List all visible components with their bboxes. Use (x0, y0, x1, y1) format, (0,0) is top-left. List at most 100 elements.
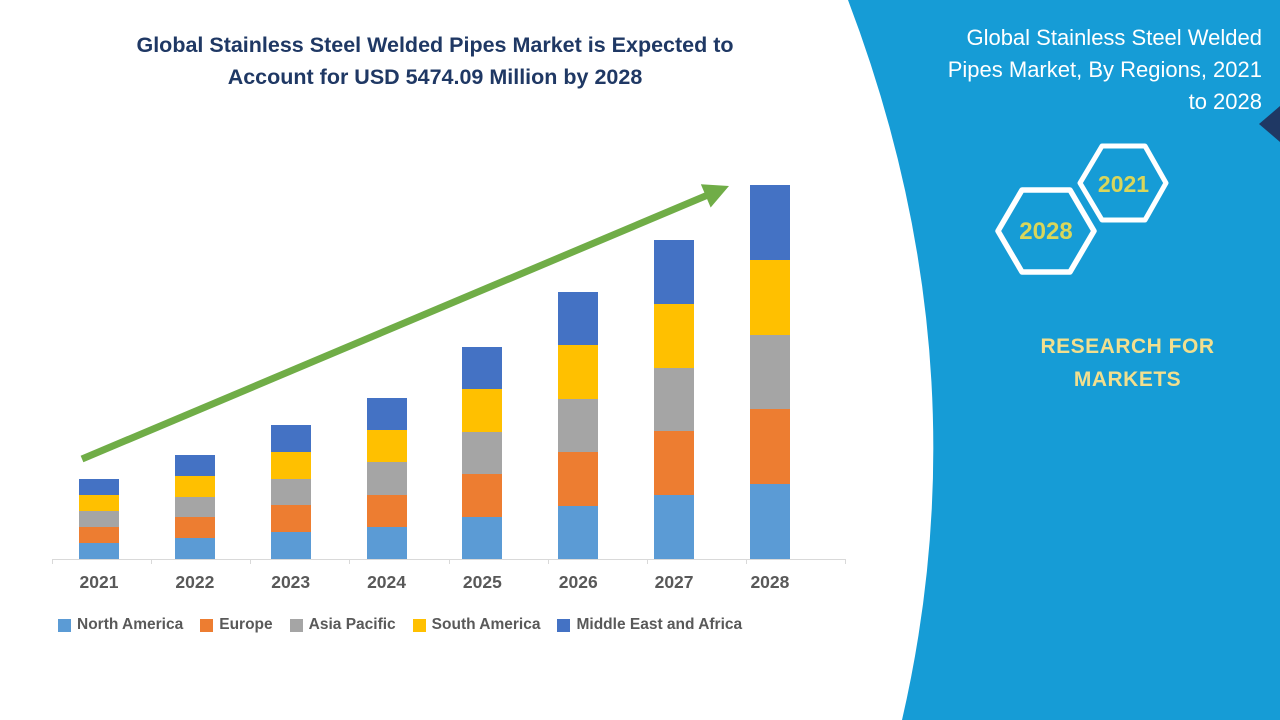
x-axis-label-2021: 2021 (79, 572, 119, 592)
x-axis-tick (547, 559, 549, 564)
bar-2027-segment-asia-pacific (654, 367, 695, 432)
bar-2027-segment-middle-east-and-africa (654, 240, 695, 304)
legend-swatch-south-america (412, 618, 426, 632)
bar-2023-segment-europe (270, 505, 311, 533)
bar-2026-segment-asia-pacific (558, 398, 599, 453)
bar-2027-segment-south-america (654, 303, 695, 368)
legend-item-middle-east-and-africa: Middle East and Africa (557, 616, 742, 634)
bar-2024-segment-europe (366, 494, 407, 527)
bar-2024-segment-asia-pacific (366, 462, 407, 495)
bar-2021-segment-asia-pacific (79, 511, 119, 527)
bar-2024 (366, 398, 407, 559)
brand-text-line1: RESEARCH FOR (1040, 335, 1215, 358)
chart-title-line2: Account for USD 5474.09 Million by 2028 (227, 64, 643, 89)
sidebar-title-line3: to 2028 (1188, 88, 1262, 114)
x-axis-label-2023: 2023 (271, 572, 311, 592)
x-axis-label-2025: 2025 (462, 572, 502, 592)
bar-2021-segment-middle-east-and-africa (79, 479, 119, 495)
bar-2026 (558, 292, 599, 559)
bar-2027-segment-north-america (654, 495, 695, 559)
x-axis-label-2026: 2026 (558, 572, 598, 592)
bar-2025-segment-europe (462, 474, 503, 517)
chart-title: Global Stainless Steel Welded Pipes Mark… (60, 30, 810, 94)
bar-2023-segment-asia-pacific (270, 478, 311, 506)
legend-label-europe: Europe (219, 616, 273, 633)
hexagon-2028-outline (995, 187, 1097, 275)
sidebar-title: Global Stainless Steel Welded Pipes Mark… (890, 22, 1262, 118)
bar-2024-segment-south-america (366, 430, 407, 463)
bar-2022-segment-north-america (174, 538, 215, 559)
x-axis-label-2022: 2022 (175, 572, 215, 592)
legend-item-asia-pacific: Asia Pacific (289, 616, 396, 634)
bar-2021-segment-south-america (79, 495, 119, 511)
x-axis-labels: 2021 2022 2023 2024 2025 2026 2027 2028 (79, 572, 790, 593)
bar-2024-segment-north-america (366, 526, 407, 559)
bar-2021 (79, 479, 119, 559)
bar-2021-segment-north-america (79, 543, 119, 559)
bar-2025-segment-asia-pacific (462, 431, 503, 475)
hexagon-2021-outline (1077, 143, 1169, 223)
sidebar-title-line2: Pipes Market, By Regions, 2021 (947, 56, 1262, 82)
bar-2026-segment-europe (558, 452, 599, 506)
bar-2028-segment-europe (749, 409, 790, 485)
bar-2025 (462, 347, 503, 559)
bar-2022 (174, 455, 215, 559)
brand-text-line2: MARKETS (1073, 367, 1182, 391)
legend-item-europe: Europe (200, 616, 273, 634)
chart-legend: North America Europe Asia Pacific South Ame… (58, 616, 742, 634)
x-axis-tick (52, 559, 53, 564)
chart-title-line1: Global Stainless Steel Welded Pipes Mark… (136, 33, 734, 57)
bar-2025-segment-middle-east-and-africa (462, 347, 503, 390)
hexagon-2028-label: 2028 (1019, 218, 1073, 245)
bar-2026-segment-south-america (558, 345, 599, 399)
x-axis-label-2024: 2024 (367, 572, 406, 592)
legend-label-south-america: South America (431, 616, 541, 633)
hexagon-2021-label: 2021 (1097, 171, 1150, 197)
x-axis-tick (250, 559, 252, 564)
x-axis-tick (745, 559, 747, 564)
bar-2023-segment-south-america (270, 451, 311, 479)
bar-2023 (270, 425, 311, 559)
legend-label-asia-pacific: Asia Pacific (308, 616, 396, 633)
x-axis-tick (448, 559, 450, 564)
bar-2028 (749, 185, 790, 559)
legend-swatch-europe (200, 618, 214, 632)
legend-label-middle-east-and-africa: Middle East and Africa (576, 616, 743, 633)
bar-2028-segment-middle-east-and-africa (749, 185, 790, 260)
bar-2021-segment-europe (79, 527, 119, 543)
bar-2028-segment-south-america (749, 259, 790, 335)
x-axis-tick (151, 559, 153, 564)
bar-2022-segment-europe (174, 517, 215, 539)
bar-2026-segment-middle-east-and-africa (558, 292, 599, 346)
bar-2022-segment-middle-east-and-africa (174, 455, 215, 476)
x-axis-tick (646, 559, 648, 564)
bar-2027 (654, 240, 695, 559)
legend-swatch-north-america (58, 618, 71, 632)
x-axis-label-2027: 2027 (654, 572, 694, 592)
bar-2024-segment-middle-east-and-africa (366, 398, 407, 431)
legend-item-south-america: South America (412, 616, 541, 634)
bar-2023-segment-middle-east-and-africa (270, 425, 311, 452)
bar-2028-segment-asia-pacific (749, 334, 790, 410)
trend-arrow (80, 184, 729, 463)
bar-2022-segment-south-america (174, 475, 215, 497)
bars-row (79, 185, 790, 559)
bar-2026-segment-north-america (558, 505, 599, 559)
legend-label-north-america: North America (77, 616, 184, 633)
right-edge-notch (1259, 106, 1280, 142)
sidebar-curved-background (848, 0, 1280, 720)
bar-2025-segment-south-america (462, 389, 503, 432)
legend-swatch-middle-east-and-africa (557, 618, 571, 632)
bar-2022-segment-asia-pacific (174, 496, 215, 518)
bar-2025-segment-north-america (462, 516, 503, 559)
bar-2028-segment-north-america (749, 484, 790, 559)
bar-2027-segment-europe (654, 431, 695, 496)
legend-item-north-america: North America (58, 616, 183, 634)
brand-text: RESEARCH FOR MARKETS (995, 331, 1260, 396)
legend-swatch-asia-pacific (289, 618, 303, 632)
x-axis-tick (349, 559, 351, 564)
bar-2023-segment-north-america (270, 532, 311, 559)
x-axis-label-2028: 2028 (750, 572, 790, 592)
